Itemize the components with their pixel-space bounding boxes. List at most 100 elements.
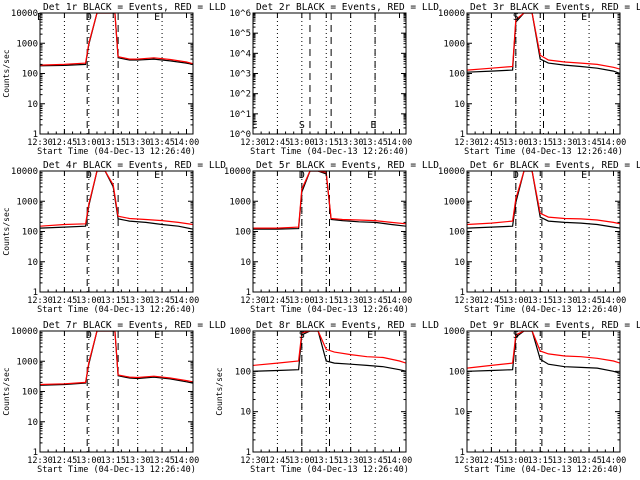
- x-tick-label: 13:15: [100, 296, 126, 306]
- y-tick-label: 1000: [16, 39, 38, 49]
- y-tick-label: 10000: [11, 167, 38, 177]
- y-tick-label: 1000: [443, 39, 465, 49]
- x-tick-label: 12:45: [479, 296, 505, 306]
- x-tick-label: 14:00: [174, 456, 200, 466]
- x-axis-label: Start Time (04-Dec-13 12:26:40): [37, 147, 196, 157]
- x-tick-label: 13:00: [76, 456, 102, 466]
- x-tick-label: 13:15: [100, 138, 126, 148]
- y-tick-label: 1000: [16, 197, 38, 207]
- panel-det-1: Det 1r BLACK = Events, RED = LLDDEE11010…: [2, 2, 226, 157]
- plot-frame: [252, 330, 407, 453]
- y-tick-label: 10: [454, 408, 465, 418]
- x-tick-label: 13:15: [527, 138, 553, 148]
- x-tick-label: 12:30: [454, 456, 480, 466]
- y-tick-label: 10: [27, 418, 38, 428]
- y-axis-label: Counts/sec: [2, 367, 11, 415]
- series-group: [40, 13, 193, 67]
- series-lld-line: [253, 331, 406, 366]
- event-marker-label: E: [154, 12, 160, 23]
- panel-title: Det 4r BLACK = Events, RED = LLD: [43, 160, 226, 171]
- x-tick-label: 13:30: [125, 456, 151, 466]
- x-tick-label: 13:45: [576, 296, 602, 306]
- x-tick-label: 12:45: [265, 456, 291, 466]
- event-marker-label: E: [581, 12, 587, 23]
- x-tick-label: 13:15: [313, 456, 339, 466]
- y-tick-label: 1: [460, 448, 465, 458]
- series-lld-line: [40, 331, 193, 386]
- series-events-line: [467, 171, 620, 229]
- y-tick-label: 10000: [11, 9, 38, 19]
- series-events-line: [467, 13, 620, 75]
- x-tick-label: 12:45: [52, 456, 78, 466]
- y-tick-label: 1: [246, 448, 251, 458]
- event-marker-label: E: [367, 330, 373, 341]
- x-tick-label: 13:15: [100, 456, 126, 466]
- y-axis-label: Counts/sec: [215, 367, 224, 415]
- x-axis-label: Start Time (04-Dec-13 12:26:40): [250, 147, 409, 157]
- plot-frame: [466, 170, 621, 293]
- panel-det-8: Det 8r BLACK = Events, RED = LLDSE110100…: [215, 320, 439, 475]
- series-group: [467, 331, 620, 374]
- y-tick-label: 100: [449, 70, 465, 80]
- x-tick-label: 12:45: [479, 138, 505, 148]
- panel-title: Det 5r BLACK = Events, RED = LLD: [256, 160, 439, 171]
- panel-title: Det 7r BLACK = Events, RED = LLD: [43, 320, 226, 331]
- y-tick-label: 10^3: [229, 70, 251, 80]
- x-axis-label: Start Time (04-Dec-13 12:26:40): [37, 305, 196, 315]
- y-tick-label: 1: [33, 448, 38, 458]
- x-tick-label: 13:00: [76, 138, 102, 148]
- x-tick-label: 12:30: [27, 138, 53, 148]
- x-tick-label: 13:00: [503, 296, 529, 306]
- x-tick-label: 12:30: [454, 296, 480, 306]
- x-axis-label: Start Time (04-Dec-13 12:26:40): [464, 147, 623, 157]
- series-group: [40, 171, 193, 230]
- y-tick-label: 10^5: [229, 29, 251, 39]
- y-tick-label: 1000: [229, 197, 251, 207]
- x-tick-label: 13:30: [125, 296, 151, 306]
- x-tick-label: 13:30: [552, 138, 578, 148]
- y-tick-label: 10: [240, 408, 251, 418]
- x-tick-label: 13:45: [576, 456, 602, 466]
- y-tick-label: 1: [246, 288, 251, 298]
- y-tick-label: 10^4: [229, 49, 251, 59]
- series-events-line: [467, 331, 620, 374]
- x-tick-label: 13:00: [503, 138, 529, 148]
- x-tick-label: 13:15: [313, 296, 339, 306]
- series-group: [467, 171, 620, 229]
- x-tick-label: 13:15: [527, 456, 553, 466]
- panel-det-9: Det 9r BLACK = Events, RED = LLDSE110100…: [443, 320, 640, 475]
- panel-title: Det 3r BLACK = Events, RED = LLD: [470, 2, 640, 13]
- x-tick-label: 13:30: [552, 456, 578, 466]
- plot-frame: [252, 12, 407, 135]
- panel-title: Det 1r BLACK = Events, RED = LLD: [43, 2, 226, 13]
- x-tick-label: 13:30: [552, 296, 578, 306]
- x-tick-label: 14:00: [601, 296, 627, 306]
- x-tick-label: 12:45: [52, 296, 78, 306]
- series-lld-line: [467, 171, 620, 226]
- plot-frame: [466, 330, 621, 453]
- y-tick-label: 1: [33, 288, 38, 298]
- series-group: [253, 331, 406, 372]
- panel-title: Det 6r BLACK = Events, RED = LLD: [470, 160, 640, 171]
- y-tick-label: 10000: [11, 327, 38, 337]
- x-tick-label: 14:00: [387, 296, 413, 306]
- x-tick-label: 13:45: [362, 138, 388, 148]
- x-tick-label: 13:15: [527, 296, 553, 306]
- series-group: [40, 331, 193, 386]
- x-tick-label: 13:45: [149, 456, 175, 466]
- x-tick-label: 13:00: [289, 296, 315, 306]
- x-axis-label: Start Time (04-Dec-13 12:26:40): [250, 305, 409, 315]
- x-tick-label: 14:00: [174, 296, 200, 306]
- x-tick-label: 13:45: [362, 296, 388, 306]
- series-events-line: [40, 171, 193, 230]
- event-marker-label: E: [367, 170, 373, 181]
- x-tick-label: 14:00: [387, 456, 413, 466]
- x-tick-label: 13:45: [149, 138, 175, 148]
- x-tick-label: 12:30: [454, 138, 480, 148]
- x-tick-label: 12:45: [52, 138, 78, 148]
- y-axis-label: Counts/sec: [2, 207, 11, 255]
- y-tick-label: 10^0: [229, 130, 251, 140]
- x-tick-label: 13:15: [313, 138, 339, 148]
